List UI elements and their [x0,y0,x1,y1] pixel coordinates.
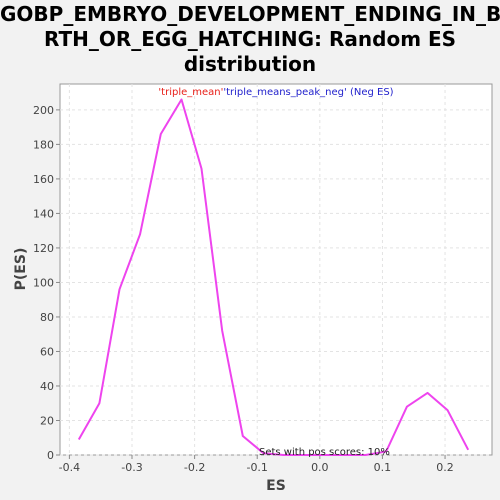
y-tick-label: 100 [33,276,54,289]
x-tick-label: -0.2 [184,461,205,474]
y-tick-label: 200 [33,104,54,117]
x-tick-label: 0.1 [374,461,392,474]
chart-title-line-1: GOBP_EMBRYO_DEVELOPMENT_ENDING_IN_BI [0,2,500,26]
y-tick-label: 160 [33,173,54,186]
legend-part-2: 'triple_means_peak_neg' [223,87,346,98]
y-tick-label: 180 [33,138,54,151]
pos-scores-annotation: Sets with pos scores: 10% [259,447,390,458]
y-tick-label: 40 [40,380,54,393]
x-tick-label: 0.0 [311,461,329,474]
y-tick-label: 0 [47,449,54,462]
y-axis-label: P(ES) [13,248,29,291]
chart-title-line-3: distribution [183,52,317,76]
y-tick-label: 20 [40,414,54,427]
legend-part-1: 'triple_mean' [158,87,223,98]
x-tick-label: -0.4 [59,461,80,474]
y-tick-label: 120 [33,242,54,255]
y-axis-ticks: 0 20 40 60 80 100 120 140 160 180 200 [33,104,60,462]
series-group [77,98,470,456]
x-axis-ticks: -0.4 -0.3 -0.2 -0.1 0.0 0.1 0.2 [59,455,454,474]
legend: 'triple_mean''triple_means_peak_neg' (Ne… [158,87,393,98]
chart-title: GOBP_EMBRYO_DEVELOPMENT_ENDING_IN_BI RTH… [0,0,500,77]
x-tick-label: 0.2 [436,461,454,474]
series-line [77,98,470,456]
y-tick-label: 60 [40,345,54,358]
legend-part-3: (Neg ES) [347,87,394,98]
chart-title-line-2: RTH_OR_EGG_HATCHING: Random ES [43,27,457,51]
y-tick-label: 80 [40,311,54,324]
y-tick-label: 140 [33,207,54,220]
plot-area [59,83,493,456]
x-axis-label: ES [266,478,286,494]
x-tick-label: -0.1 [246,461,267,474]
x-tick-label: -0.3 [121,461,142,474]
